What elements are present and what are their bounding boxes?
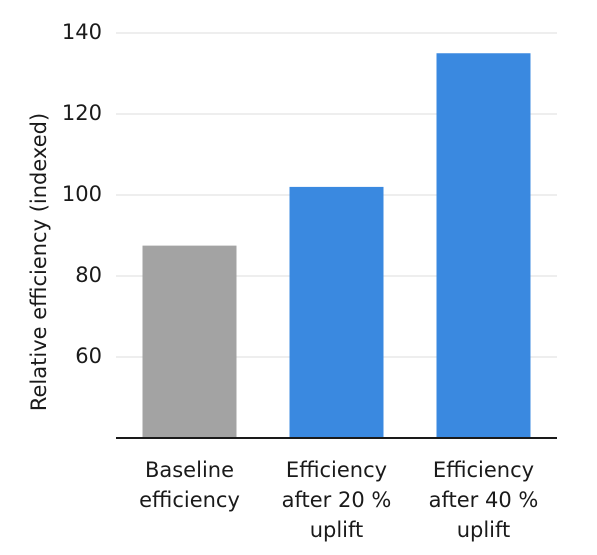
y-tick-label: 80 bbox=[75, 263, 102, 287]
x-category-label-line: uplift bbox=[310, 518, 364, 542]
y-tick-label: 140 bbox=[62, 20, 102, 44]
x-category-label-line: efficiency bbox=[139, 488, 240, 512]
x-category-label-line: after 40 % bbox=[429, 488, 539, 512]
x-category-label-line: after 20 % bbox=[282, 488, 392, 512]
y-tick-label: 120 bbox=[62, 101, 102, 125]
x-category-label: Efficiency after 20 % uplift bbox=[282, 458, 392, 542]
bar-1 bbox=[142, 245, 237, 438]
x-category-labels: Baseline efficiency Efficiency after 20 % up… bbox=[139, 458, 538, 542]
y-tick-label: 100 bbox=[62, 182, 102, 206]
x-category-label-line: Efficiency bbox=[286, 458, 387, 482]
bars bbox=[142, 53, 531, 438]
x-category-label-line: Baseline bbox=[145, 458, 234, 482]
x-category-label: Efficiency after 40 % uplift bbox=[429, 458, 539, 542]
y-tick-labels: 60 80 100 120 140 bbox=[62, 20, 102, 368]
x-category-label-line: Efficiency bbox=[433, 458, 534, 482]
bar-2 bbox=[289, 186, 384, 438]
x-category-label-line: uplift bbox=[457, 518, 511, 542]
y-tick-label: 60 bbox=[75, 344, 102, 368]
x-category-label: Baseline efficiency bbox=[139, 458, 240, 512]
bar-3 bbox=[436, 53, 531, 438]
y-axis-title: Relative efficiency (indexed) bbox=[27, 113, 51, 411]
